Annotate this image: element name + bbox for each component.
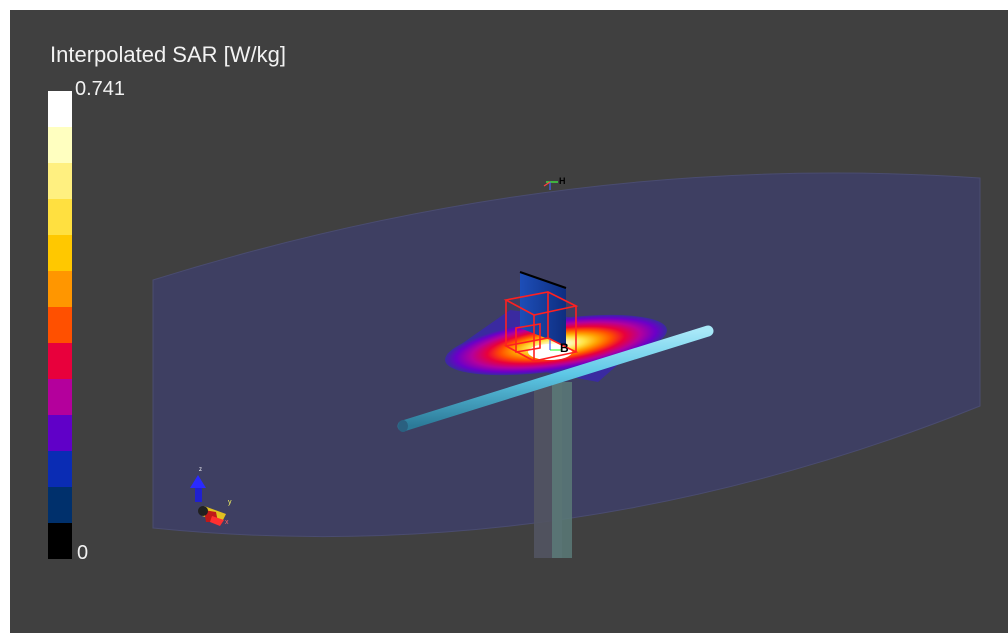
source-marker: B — [549, 340, 569, 355]
color-swatch — [48, 379, 72, 415]
color-swatch — [48, 307, 72, 343]
color-swatch — [48, 487, 72, 523]
color-swatch — [48, 91, 72, 127]
dipole-rod-end — [398, 420, 408, 432]
measurement-box — [503, 291, 579, 362]
color-swatch — [48, 235, 72, 271]
vertical-plate-edge — [519, 271, 567, 289]
axes-triad-icon: z y x — [190, 467, 232, 526]
legend-min-label: 0 — [77, 542, 89, 564]
color-swatch — [48, 523, 72, 559]
color-swatch — [48, 343, 72, 379]
color-scale-bar — [48, 91, 72, 559]
mounting-post-front — [552, 382, 572, 558]
axis-label-z: z — [199, 467, 202, 473]
vertical-plate — [520, 272, 566, 346]
color-swatch — [48, 127, 72, 163]
source-marker-label: B — [560, 341, 569, 355]
axis-label-y: y — [228, 499, 232, 506]
axis-label-x: x — [225, 519, 229, 526]
top-marker: H — [543, 176, 566, 190]
color-swatch — [48, 199, 72, 235]
legend-max-label: 0.741 — [75, 78, 126, 100]
color-swatch — [48, 271, 72, 307]
color-swatch — [48, 415, 72, 451]
dipole-rod — [397, 325, 714, 432]
sar-scene[interactable]: B H z y x — [10, 10, 1008, 633]
legend-title: Interpolated SAR [W/kg] — [50, 42, 286, 67]
top-marker-label: H — [559, 176, 566, 186]
3d-viewport[interactable]: B H z y x Interpolated SAR [W/kg] 0.741 … — [10, 10, 1008, 633]
color-swatch — [48, 163, 72, 199]
color-swatch — [48, 451, 72, 487]
